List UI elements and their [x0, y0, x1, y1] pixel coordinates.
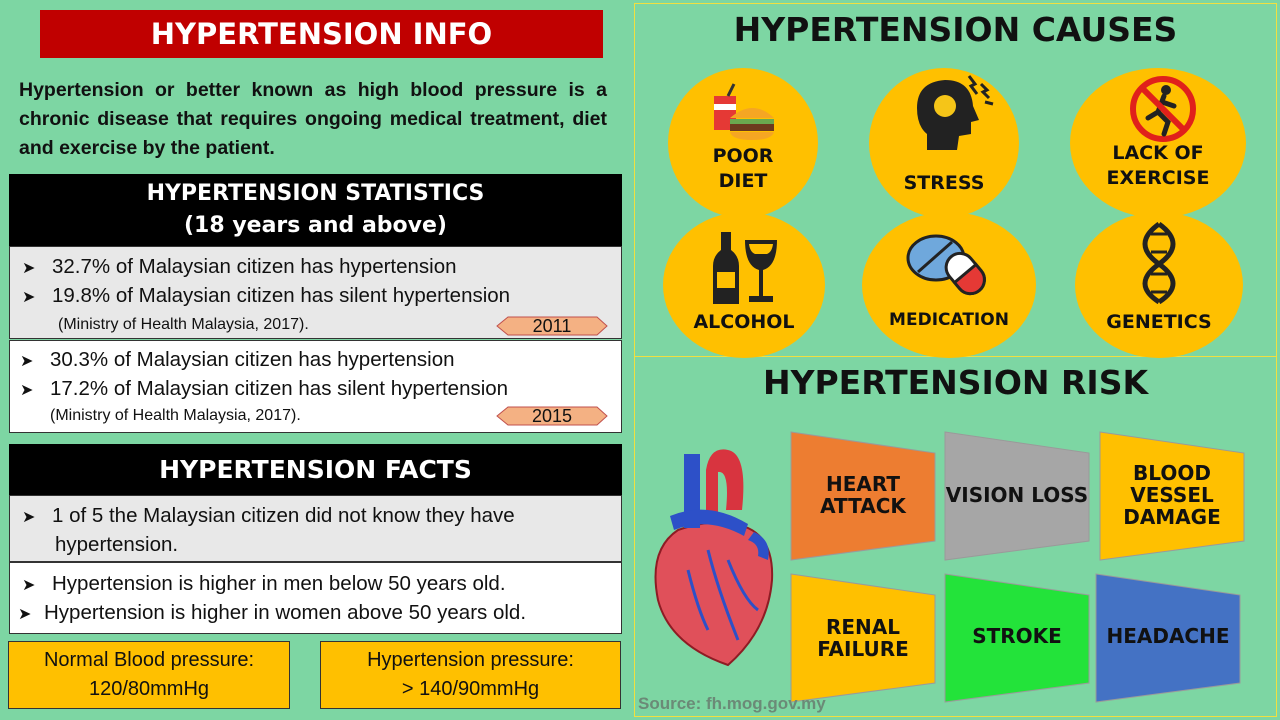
- fact-item: ➤ Hypertension is higher in men below 50 …: [22, 572, 506, 595]
- risk-shape: [1099, 431, 1245, 561]
- risk-heading: HYPERTENSION RISK: [762, 363, 1149, 402]
- stat-item: ➤ 32.7% of Malaysian citizen has hyperten…: [22, 255, 457, 278]
- cause-genetics: GENETICS: [1075, 212, 1243, 358]
- risk-label: RENAL: [825, 615, 901, 639]
- facts-group-1: ➤ 1 of 5 the Malaysian citizen did not kn…: [9, 495, 622, 562]
- cause-stress: STRESS: [869, 68, 1019, 218]
- hypertension-bp-label: Hypertension pressure:: [367, 649, 574, 671]
- intro-paragraph: Hypertension or better known as high blo…: [19, 79, 607, 159]
- cause-label: ALCOHOL: [693, 311, 795, 333]
- year-tag-label: 2011: [532, 316, 572, 336]
- statistics-group-2015: ➤ 30.3% of Malaysian citizen has hyperten…: [9, 340, 622, 433]
- risk-renal-failure: RENAL FAILURE: [790, 573, 936, 703]
- source-credit: Source: fh.mog.gov.my: [638, 694, 826, 713]
- cause-alcohol: ALCOHOL: [663, 212, 825, 358]
- risk-label: ATTACK: [820, 494, 906, 518]
- stat-item: ➤ 19.8% of Malaysian citizen has silent h…: [22, 284, 511, 307]
- year-tag-shape: [496, 316, 608, 336]
- right-panel: [634, 3, 1277, 717]
- year-tag-label: 2015: [531, 406, 573, 426]
- cause-label: GENETICS: [1106, 311, 1212, 333]
- arrow-bullet-icon: ➤: [20, 382, 34, 399]
- stat-source: (Ministry of Health Malaysia, 2017).: [50, 407, 301, 424]
- statistics-heading-line1: HYPERTENSION STATISTICS: [146, 181, 485, 206]
- arrow-bullet-icon: ➤: [22, 289, 36, 306]
- risk-shape: [944, 573, 1090, 703]
- facts-heading: HYPERTENSION FACTS: [9, 444, 622, 495]
- cause-medication: MEDICATION: [862, 212, 1036, 358]
- risk-shape: [944, 431, 1090, 561]
- year-tag: 2011: [496, 316, 608, 336]
- normal-bp-box: Normal Blood pressure: 120/80mmHg: [8, 641, 290, 709]
- normal-bp-label: Normal Blood pressure:: [43, 649, 255, 671]
- risk-shape: [790, 431, 936, 561]
- cause-label: STRESS: [903, 172, 985, 194]
- risk-stroke: STROKE: [944, 573, 1090, 703]
- stat-item: ➤ 30.3% of Malaysian citizen has hyperten…: [20, 348, 455, 371]
- risk-vision-loss: VISION LOSS: [944, 431, 1090, 561]
- risk-label: BLOOD: [1133, 461, 1211, 485]
- page-title: HYPERTENSION INFO: [40, 10, 603, 58]
- hypertension-bp-value: > 140/90mmHg: [401, 678, 540, 700]
- stat-item: ➤ 17.2% of Malaysian citizen has silent h…: [20, 377, 509, 400]
- facts-group-2: ➤ Hypertension is higher in men below 50 …: [9, 562, 622, 634]
- cause-lack-of-exercise: LACK OF EXERCISE: [1070, 68, 1246, 218]
- risk-headache: HEADACHE: [1095, 573, 1241, 703]
- year-tag-shape: [496, 406, 608, 426]
- statistics-group-2011: ➤ 32.7% of Malaysian citizen has hyperten…: [9, 246, 622, 339]
- risk-label: HEART: [825, 472, 901, 496]
- stat-source: (Ministry of Health Malaysia, 2017).: [58, 316, 309, 333]
- risk-label: HEADACHE: [1106, 624, 1230, 648]
- wine-bottle-glass-icon: [713, 232, 777, 304]
- cause-label: POOR: [712, 145, 774, 167]
- dna-icon: [1142, 222, 1176, 304]
- stressed-head-icon: [917, 75, 994, 150]
- statistics-heading-line2: (18 years and above): [184, 213, 447, 238]
- cause-label: DIET: [718, 170, 768, 192]
- arrow-bullet-icon: ➤: [18, 606, 32, 623]
- risk-heart-attack: HEART ATTACK: [790, 431, 936, 561]
- cause-poor-diet: POOR DIET: [668, 68, 818, 218]
- statistics-heading: HYPERTENSION STATISTICS (18 years and ab…: [9, 174, 622, 246]
- arrow-bullet-icon: ➤: [20, 353, 34, 370]
- heart-illustration: [654, 449, 774, 667]
- pills-icon: [906, 234, 986, 296]
- fact-item: ➤ Hypertension is higher in women above 5…: [18, 601, 527, 624]
- risk-label: VESSEL: [1130, 483, 1214, 507]
- fact-item-continued: hypertension.: [55, 533, 179, 556]
- risk-shape: [1095, 573, 1241, 703]
- arrow-bullet-icon: ➤: [22, 509, 36, 526]
- risk-label: DAMAGE: [1123, 505, 1221, 529]
- risk-label: FAILURE: [817, 637, 909, 661]
- hypertension-bp-box: Hypertension pressure: > 140/90mmHg: [320, 641, 621, 709]
- year-tag: 2015: [496, 406, 608, 426]
- fact-item: ➤ 1 of 5 the Malaysian citizen did not kn…: [22, 504, 515, 527]
- risk-label: STROKE: [972, 624, 1062, 648]
- fast-food-icon: [714, 83, 774, 140]
- normal-bp-value: 120/80mmHg: [88, 678, 210, 700]
- risk-shape: [790, 573, 936, 703]
- no-running-icon: [1130, 76, 1196, 142]
- arrow-bullet-icon: ➤: [22, 260, 36, 277]
- risk-blood-vessel-damage: BLOOD VESSEL DAMAGE: [1099, 431, 1245, 561]
- cause-label: EXERCISE: [1106, 167, 1210, 189]
- cause-label: MEDICATION: [889, 310, 1009, 330]
- risk-label: VISION LOSS: [945, 483, 1089, 507]
- cause-label: LACK OF: [1112, 142, 1204, 164]
- causes-heading: HYPERTENSION CAUSES: [733, 10, 1178, 49]
- arrow-bullet-icon: ➤: [22, 577, 36, 594]
